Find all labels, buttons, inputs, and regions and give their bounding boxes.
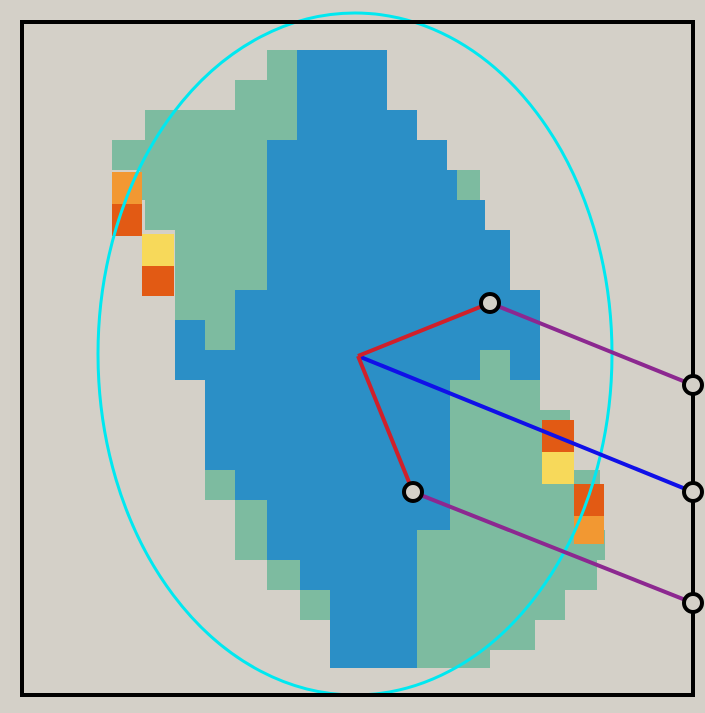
red-arms	[356, 301, 491, 493]
circle-handle-icon[interactable]	[479, 292, 501, 314]
pixel-yellow	[142, 234, 174, 266]
circle-handle-icon[interactable]	[682, 592, 704, 614]
red-arm-upper	[357, 301, 491, 358]
pixel-red-orange	[112, 204, 142, 236]
pixel-red-orange	[142, 266, 174, 296]
hot-pixels	[112, 172, 604, 544]
circle-handle-icon[interactable]	[682, 481, 704, 503]
red-arm-lower	[356, 355, 415, 493]
blue-region	[175, 50, 540, 668]
purple-line-upper	[489, 301, 694, 387]
circle-handle-icon[interactable]	[682, 374, 704, 396]
pixel-yellow	[542, 452, 574, 484]
blue-axis-line	[357, 354, 694, 494]
frame-border	[20, 20, 695, 697]
purple-line-lower	[412, 490, 694, 605]
circle-handle-icon[interactable]	[402, 481, 424, 503]
connector-lines	[412, 301, 694, 605]
pixel-red-orange	[574, 484, 604, 516]
handles[interactable]	[402, 292, 704, 614]
